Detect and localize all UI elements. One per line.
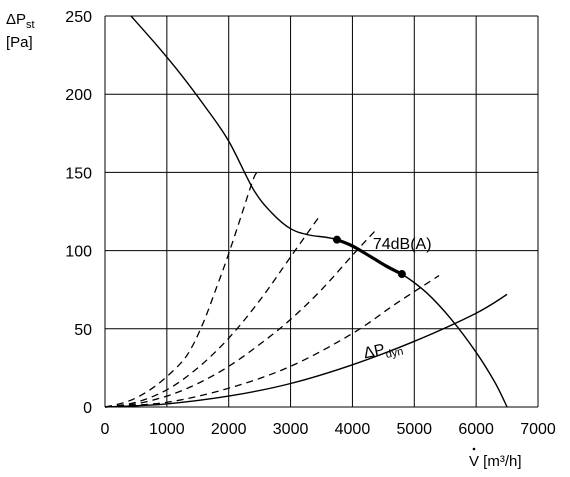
x-tick-label-3: 3000 bbox=[273, 421, 309, 438]
x-tick-label-6: 6000 bbox=[458, 421, 494, 438]
x-axis-symbol-dot bbox=[472, 447, 476, 451]
series-line-5 bbox=[104, 275, 440, 408]
curves bbox=[104, 15, 508, 408]
x-tick-label-4: 4000 bbox=[335, 421, 371, 438]
x-tick-label-5: 5000 bbox=[396, 421, 432, 438]
x-tick-label-2: 2000 bbox=[211, 421, 247, 438]
operating-point-1-0 bbox=[332, 235, 341, 244]
x-axis-rest: [m³/h] bbox=[479, 453, 522, 470]
y-axis-symbol: ΔP bbox=[6, 11, 26, 28]
y-axis-subscript: st bbox=[26, 19, 35, 31]
annotation-1-main: ΔP bbox=[362, 341, 386, 362]
series-line-3 bbox=[104, 217, 319, 408]
series-line-0 bbox=[130, 15, 508, 408]
series-line-2 bbox=[104, 171, 259, 408]
annotation-1-sub: dyn bbox=[385, 345, 405, 360]
series-line-6 bbox=[104, 293, 508, 408]
series-line-4 bbox=[104, 228, 378, 408]
x-axis-symbol: V bbox=[469, 453, 479, 470]
x-tick-label-7: 7000 bbox=[520, 421, 556, 438]
tick-labels: 0 1000 2000 3000 4000 5000 6000 7000 0 50 100 150 20… bbox=[65, 9, 556, 438]
grid bbox=[104, 15, 539, 408]
x-tick-label-0: 0 bbox=[101, 421, 110, 438]
y-tick-label-5: 250 bbox=[65, 9, 92, 26]
annotations: 74dB(A) ΔPdyn bbox=[362, 236, 432, 366]
x-tick-label-1: 1000 bbox=[149, 421, 185, 438]
y-tick-label-2: 100 bbox=[65, 244, 92, 261]
y-tick-label-3: 150 bbox=[65, 165, 92, 182]
annotation-0: 74dB(A) bbox=[373, 236, 432, 253]
operating-point-1-1 bbox=[397, 270, 406, 279]
y-axis-title: ΔPst bbox=[6, 11, 35, 31]
series-line-1 bbox=[336, 238, 403, 276]
annotation-1: ΔPdyn bbox=[362, 338, 404, 366]
y-axis-unit: [Pa] bbox=[6, 34, 33, 51]
y-tick-label-4: 200 bbox=[65, 87, 92, 104]
y-tick-label-1: 50 bbox=[74, 322, 92, 339]
x-axis-title: V [m³/h] bbox=[469, 453, 522, 470]
y-tick-label-0: 0 bbox=[83, 400, 92, 417]
